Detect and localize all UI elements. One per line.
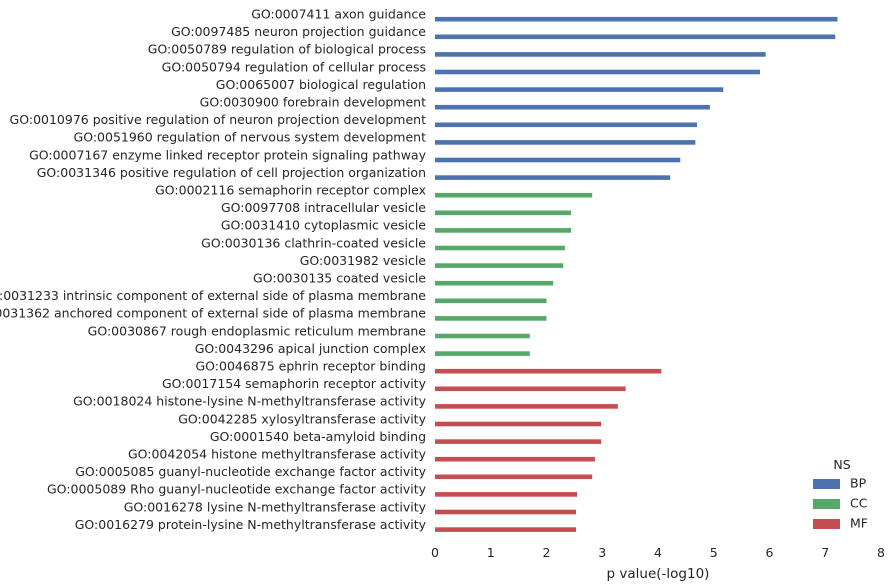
category-label: GO:0007167 enzyme linked receptor protei…: [29, 147, 427, 162]
category-label: GO:0050794 regulation of cellular proces…: [162, 59, 426, 74]
category-label: GO:0097708 intracellular vesicle: [221, 200, 426, 215]
x-tick-label: 1: [487, 545, 495, 560]
category-label: GO:0031410 cytoplasmic vesicle: [221, 218, 426, 233]
bar-cc: [435, 316, 547, 321]
category-label: GO:0016278 lysine N-methyltransferase ac…: [124, 499, 427, 514]
bar-bp: [435, 140, 696, 145]
bar-bp: [435, 104, 710, 110]
category-label: GO:0051960 regulation of nervous system …: [74, 130, 427, 145]
category-label: GO:0050789 regulation of biological proc…: [148, 42, 426, 57]
bar-bp: [435, 87, 724, 92]
category-label: GO:0065007 biological regulation: [216, 77, 426, 92]
x-axis-label: p value(-log10): [607, 566, 710, 582]
bar-cc: [435, 351, 530, 356]
category-label: GO:0030135 coated vesicle: [253, 271, 426, 286]
x-tick-label: 6: [766, 545, 774, 560]
bar-cc: [435, 280, 554, 286]
bar-mf: [435, 421, 602, 427]
category-label: GO:0097485 neuron projection guidance: [171, 24, 426, 39]
category-label: GO:0031362 anchored component of externa…: [0, 306, 426, 321]
category-label: GO:0031346 positive regulation of cell p…: [37, 165, 426, 180]
bar-bp: [435, 52, 766, 57]
category-label: GO:0017154 semaphorin receptor activity: [162, 376, 427, 391]
bars: [435, 16, 838, 532]
category-label: GO:0005085 guanyl-nucleotide exchange fa…: [75, 464, 426, 479]
legend-label-bp: BP: [850, 476, 867, 491]
bar-cc: [435, 263, 564, 268]
bar-mf: [435, 368, 662, 374]
bar-cc: [435, 298, 547, 304]
category-label: GO:0007411 axon guidance: [251, 7, 426, 22]
x-axis: 0 1 2 3 4 5 6 7 8: [431, 545, 885, 560]
bar-mf: [435, 492, 578, 497]
category-label: GO:0030136 clathrin-coated vesicle: [201, 235, 426, 250]
category-label: GO:0031982 vesicle: [300, 253, 427, 268]
bar-mf: [435, 439, 602, 444]
bar-mf: [435, 386, 626, 392]
legend-swatch-bp: [813, 479, 840, 489]
category-label: GO:0018024 histone-lysine N-methyltransf…: [73, 394, 426, 409]
bar-mf: [435, 527, 577, 532]
category-label: GO:0046875 ephrin receptor binding: [195, 359, 426, 374]
category-label: GO:0002116 semaphorin receptor complex: [155, 183, 426, 198]
bar-mf: [435, 404, 618, 409]
x-tick-label: 0: [431, 545, 439, 560]
legend-swatch-cc: [813, 499, 840, 509]
bar-mf: [435, 509, 577, 515]
bar-bp: [435, 157, 681, 163]
bar-cc: [435, 333, 530, 339]
category-label: GO:0010976 positive regulation of neuron…: [10, 112, 427, 127]
category-label: GO:0042285 xylosyltransferase activity: [178, 411, 426, 426]
bar-cc: [435, 210, 572, 216]
bar-cc: [435, 228, 572, 233]
category-labels: GO:0007411 axon guidance GO:0097485 neuro…: [0, 7, 427, 532]
legend-label-cc: CC: [850, 496, 868, 511]
bar-bp: [435, 122, 698, 128]
legend-title: NS: [833, 457, 850, 472]
category-label: GO:0031233 intrinsic component of extern…: [0, 288, 426, 303]
x-tick-label: 8: [877, 545, 885, 560]
bar-mf: [435, 474, 593, 480]
bar-cc: [435, 192, 593, 198]
category-label: GO:0016279 protein-lysine N-methyltransf…: [75, 517, 427, 532]
bar-bp: [435, 175, 671, 180]
bar-bp: [435, 34, 836, 40]
x-tick-label: 4: [654, 545, 662, 560]
category-label: GO:0043296 apical junction complex: [195, 341, 426, 356]
category-label: GO:0001540 beta-amyloid binding: [210, 429, 426, 444]
x-tick-label: 7: [821, 545, 829, 560]
category-label: GO:0005089 Rho guanyl-nucleotide exchang…: [47, 482, 427, 497]
bar-bp: [435, 16, 838, 22]
legend-swatch-mf: [813, 519, 840, 529]
x-tick-label: 5: [710, 545, 718, 560]
category-label: GO:0030867 rough endoplasmic reticulum m…: [88, 323, 427, 338]
bar-mf: [435, 456, 596, 462]
x-tick-label: 2: [543, 545, 551, 560]
bar-cc: [435, 245, 565, 251]
category-label: GO:0042054 histone methyltransferase act…: [128, 447, 427, 462]
bar-bp: [435, 69, 761, 75]
x-tick-label: 3: [598, 545, 606, 560]
category-label: GO:0030900 forebrain development: [200, 95, 426, 110]
legend: NS BP CC MF: [813, 457, 868, 531]
legend-label-mf: MF: [850, 516, 868, 531]
